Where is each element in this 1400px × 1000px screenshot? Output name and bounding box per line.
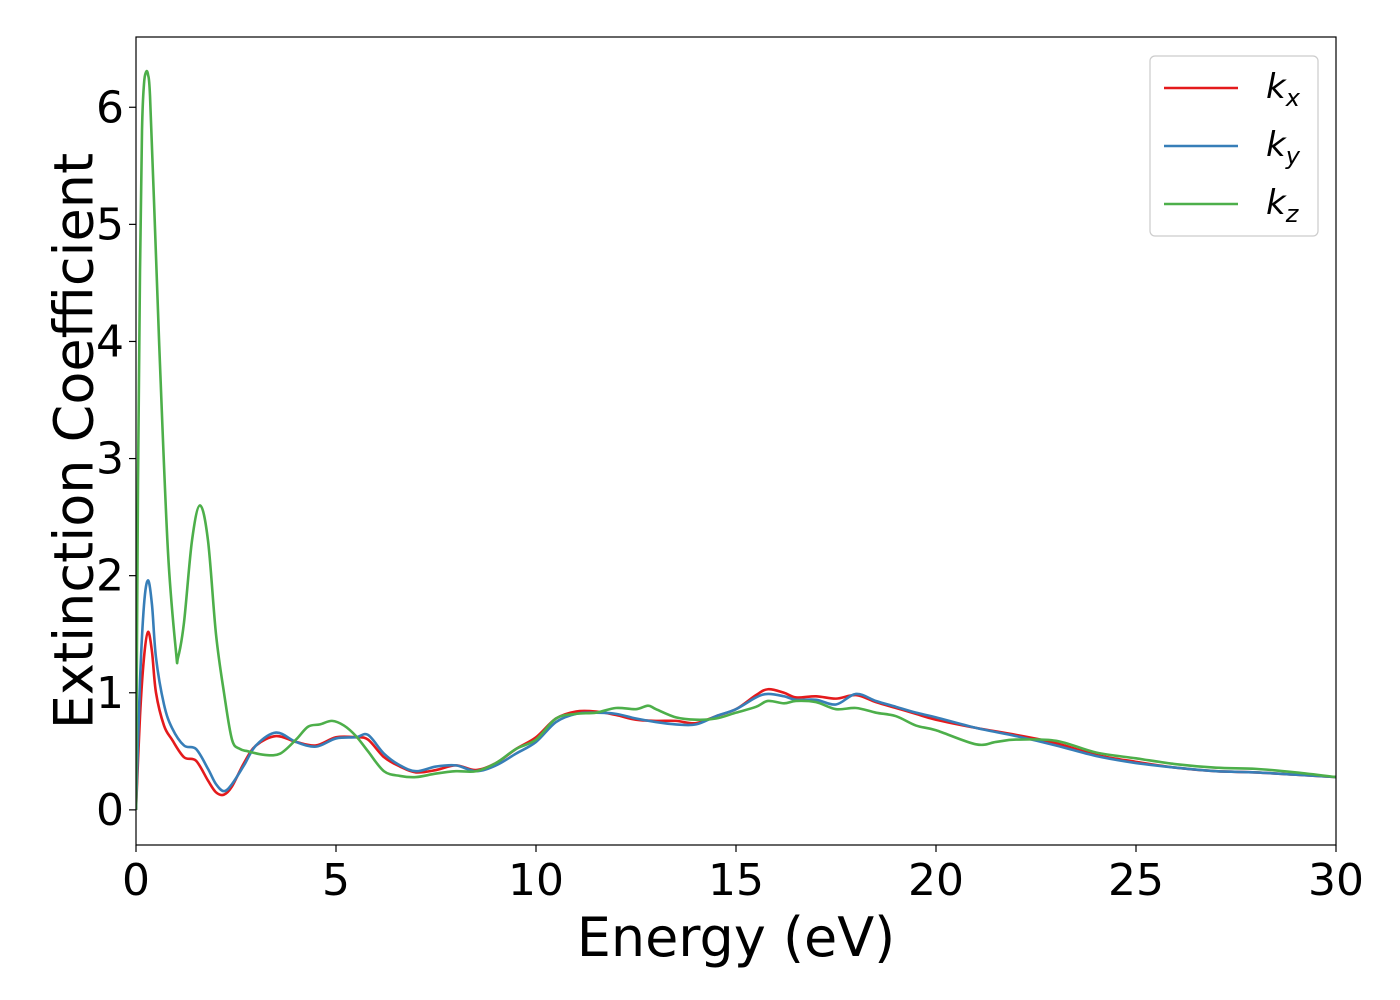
legend-label: kz	[1266, 183, 1300, 228]
x-tick-label: 25	[1108, 855, 1164, 906]
legend-label: ky	[1266, 125, 1301, 170]
y-tick-label: 0	[96, 785, 124, 836]
x-tick-label: 0	[122, 855, 150, 906]
y-axis-ticks: 0 1 2 3 4 5 6	[96, 82, 136, 836]
x-tick-label: 5	[322, 855, 350, 906]
x-axis-label: Energy (eV)	[577, 906, 896, 969]
x-tick-label: 15	[708, 855, 764, 906]
series-line-kz	[136, 69, 1336, 810]
y-tick-label: 4	[96, 316, 124, 367]
y-tick-label: 2	[96, 551, 124, 602]
legend-item-kz: kz	[1164, 183, 1300, 228]
x-tick-label: 20	[908, 855, 964, 906]
legend: kx ky kz	[1149, 55, 1319, 237]
y-tick-label: 5	[96, 199, 124, 250]
y-tick-label: 6	[96, 82, 124, 133]
y-tick-label: 1	[96, 668, 124, 719]
x-tick-label: 10	[508, 855, 564, 906]
legend-item-ky: ky	[1164, 125, 1301, 170]
x-tick-label: 30	[1308, 855, 1364, 906]
legend-item-kx: kx	[1164, 67, 1301, 112]
y-axis-label: Extinction Coefficient	[43, 153, 106, 729]
series-layer	[136, 69, 1336, 810]
x-axis-ticks: 0 5 10 15 20 25 30	[122, 845, 1364, 906]
legend-label: kx	[1266, 67, 1301, 112]
series-line-ky	[136, 579, 1336, 810]
y-tick-label: 3	[96, 434, 124, 485]
